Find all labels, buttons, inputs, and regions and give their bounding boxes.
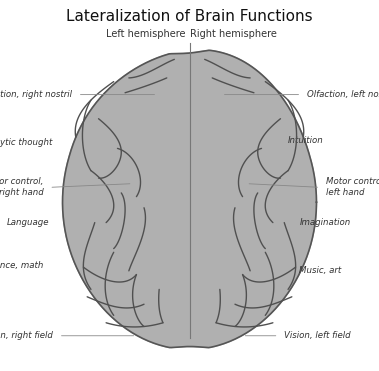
Text: Vision, right field: Vision, right field	[0, 331, 53, 340]
Text: Vision, left field: Vision, left field	[284, 331, 351, 340]
Text: Left hemisphere: Left hemisphere	[106, 29, 186, 39]
Text: Analytic thought: Analytic thought	[0, 138, 53, 147]
Text: Motor control,
left hand: Motor control, left hand	[326, 177, 379, 197]
Text: Intuition: Intuition	[288, 137, 324, 145]
Text: Olfaction, right nostril: Olfaction, right nostril	[0, 90, 72, 99]
Text: Music, art: Music, art	[299, 266, 341, 275]
Text: Science, math: Science, math	[0, 261, 44, 270]
Polygon shape	[63, 50, 316, 348]
Text: Olfaction, left nostril: Olfaction, left nostril	[307, 90, 379, 99]
Text: Motor control,
right hand: Motor control, right hand	[0, 177, 44, 197]
Text: Right hemisphere: Right hemisphere	[190, 29, 277, 39]
Text: Language: Language	[7, 218, 49, 227]
Text: Lateralization of Brain Functions: Lateralization of Brain Functions	[66, 9, 313, 24]
Text: Imagination: Imagination	[299, 218, 351, 227]
